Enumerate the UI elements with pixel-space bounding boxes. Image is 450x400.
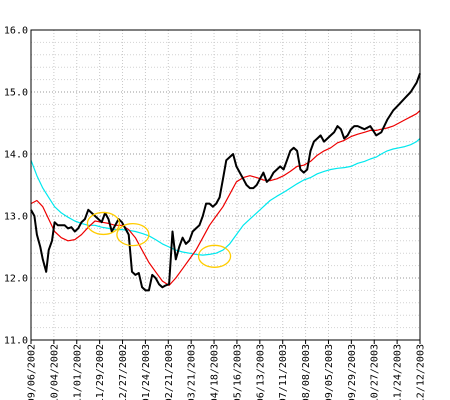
annotations bbox=[86, 211, 232, 268]
x-tick-label: 10/27/2003 bbox=[370, 344, 381, 400]
y-tick-label: 16.0 bbox=[4, 26, 28, 37]
y-tick-label: 12.0 bbox=[4, 274, 28, 285]
series-line-0 bbox=[30, 73, 421, 292]
y-tick-label: 11.0 bbox=[4, 336, 28, 347]
x-tick-label: 06/13/2003 bbox=[255, 344, 266, 400]
x-tick-label: 12/12/2003 bbox=[416, 344, 427, 400]
x-tick-label: 11/24/2003 bbox=[393, 344, 404, 400]
x-tick-label: 09/06/2002 bbox=[27, 344, 38, 400]
series-line-1 bbox=[30, 110, 421, 286]
x-tick-label: 07/11/2003 bbox=[278, 344, 289, 400]
y-tick-label: 14.0 bbox=[4, 150, 28, 161]
x-tick-label: 04/18/2003 bbox=[210, 344, 221, 400]
y-axis-ticks: 11.0 12.0 13.0 14.0 15.0 16.0 bbox=[4, 26, 28, 347]
x-tick-label: 09/29/2003 bbox=[347, 344, 358, 400]
x-tick-label: 09/05/2003 bbox=[324, 344, 335, 400]
grid bbox=[30, 29, 421, 341]
x-tick-label: 11/29/2002 bbox=[95, 344, 106, 400]
series-line-2 bbox=[30, 138, 421, 256]
x-axis-ticks: 09/06/2002 10/04/2002 11/01/2002 11/29/2002… bbox=[27, 340, 427, 400]
plot-frame bbox=[30, 29, 421, 341]
series-lines bbox=[30, 73, 421, 292]
x-tick-label: 02/21/2003 bbox=[164, 344, 175, 400]
annotation-ellipse-1 bbox=[86, 211, 121, 236]
annotation-ellipse-2 bbox=[116, 222, 150, 247]
y-tick-label: 13.0 bbox=[4, 212, 28, 223]
x-tick-label: 03/21/2003 bbox=[187, 344, 198, 400]
y-tick-label: 15.0 bbox=[4, 88, 28, 99]
x-tick-label: 11/01/2002 bbox=[72, 344, 83, 400]
x-tick-label: 08/08/2003 bbox=[301, 344, 312, 400]
x-tick-label: 10/04/2002 bbox=[49, 344, 60, 400]
x-tick-label: 05/16/2003 bbox=[232, 344, 243, 400]
annotation-ellipse-3 bbox=[197, 244, 232, 268]
x-tick-label: 12/27/2002 bbox=[118, 344, 129, 400]
x-tick-label: 01/24/2003 bbox=[141, 344, 152, 400]
